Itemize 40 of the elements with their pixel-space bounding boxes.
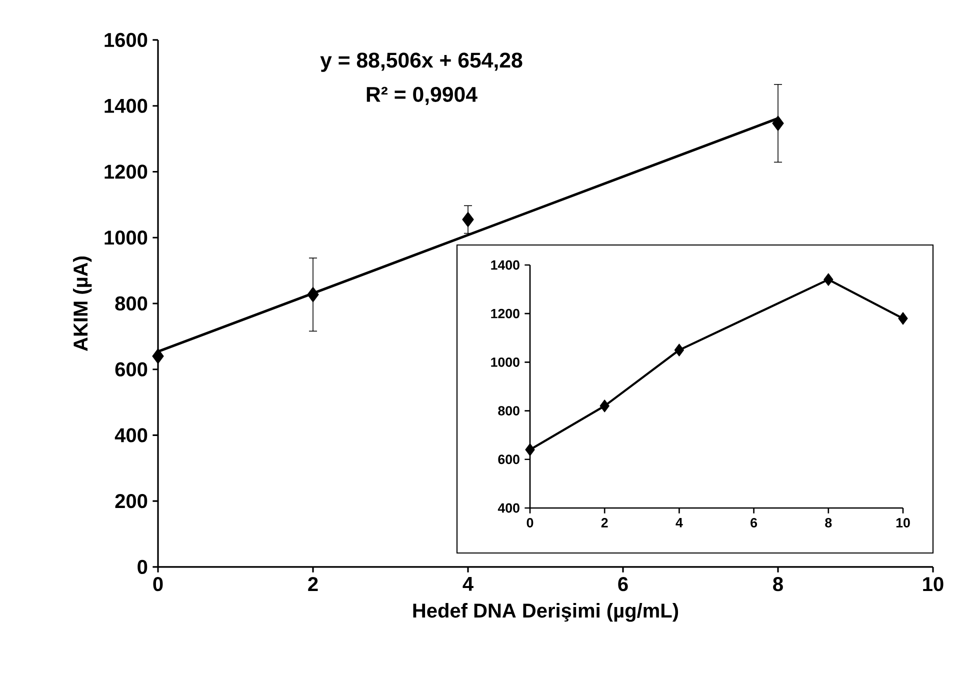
x-tick-label: 4: [462, 577, 474, 591]
x-axis-title: Hedef DNA Derişimi (µg/mL): [413, 603, 678, 622]
y-tick-label: 1200: [104, 164, 148, 179]
x-tick-label: 0: [153, 577, 163, 592]
y-axis-title: AKIM (µA): [72, 256, 92, 351]
point: [525, 443, 535, 456]
y-tick-label: 600: [498, 454, 520, 464]
annotation: y = 88,506x + 654,28: [320, 52, 522, 72]
x-tick-label: 4: [676, 518, 683, 528]
x-tick-label: 8: [773, 577, 783, 592]
point: [824, 273, 834, 286]
point: [600, 400, 610, 412]
y-tick-label: 1400: [104, 98, 148, 113]
point: [674, 344, 684, 356]
y-tick-label: 800: [498, 406, 520, 416]
y-tick-label: 0: [138, 560, 148, 574]
y-tick-label: 1000: [491, 357, 520, 367]
y-tick-label: 800: [115, 296, 148, 311]
y-tick-label: 600: [115, 362, 148, 376]
y-tick-label: 400: [498, 503, 520, 513]
x-tick-label: 10: [923, 577, 944, 592]
x-tick-label: 6: [750, 518, 758, 528]
annotation: R² = 0,9904: [366, 86, 478, 106]
point: [152, 348, 164, 364]
point: [772, 116, 784, 131]
point: [462, 212, 474, 228]
y-tick-label: 400: [114, 428, 148, 442]
x-tick-label: 8: [825, 518, 832, 528]
x-tick-label: 2: [601, 518, 608, 528]
y-tick-label: 1200: [491, 308, 520, 318]
y-tick-label: 1400: [491, 260, 520, 270]
y-tick-label: 200: [115, 494, 148, 508]
x-tick-label: 0: [526, 518, 534, 528]
x-tick-label: 2: [308, 577, 318, 591]
point: [898, 312, 908, 325]
y-tick-label: 1600: [104, 32, 148, 48]
y-tick-label: 1000: [104, 230, 148, 245]
x-tick-label: 10: [896, 518, 910, 528]
x-tick-label: 6: [618, 577, 628, 592]
point: [307, 286, 319, 302]
